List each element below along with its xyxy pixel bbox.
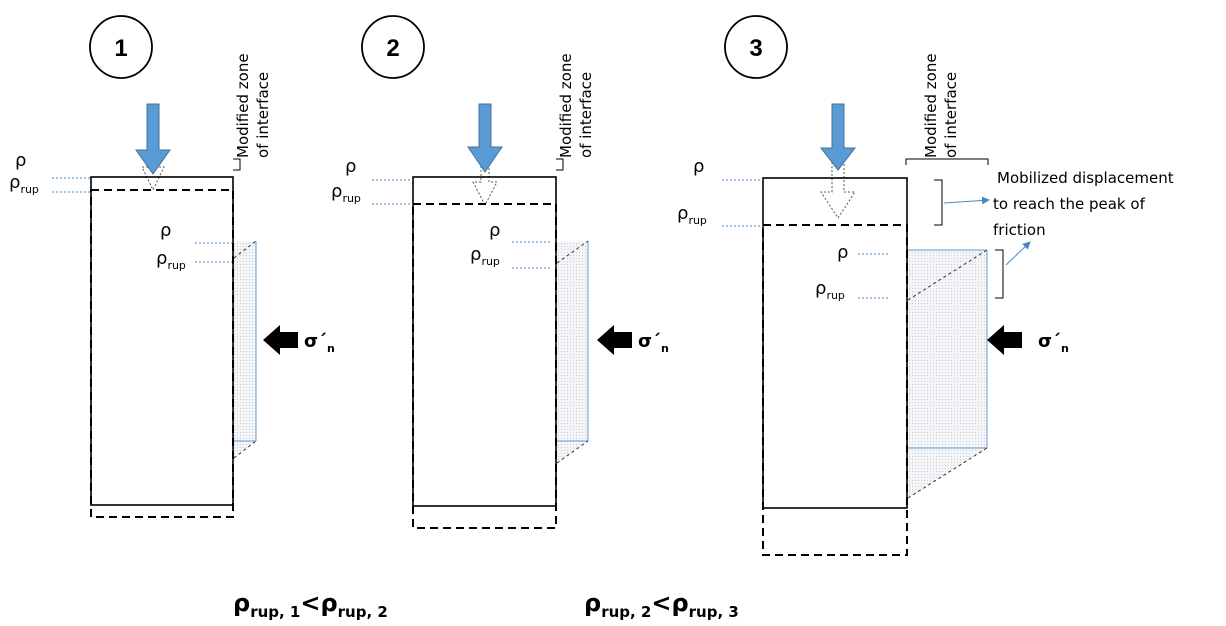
rho-rup-label: ρrup <box>331 181 361 205</box>
interface-rho-label: ρ <box>837 242 848 263</box>
comparison-1: ρrup, 1<ρrup, 2 <box>233 589 388 621</box>
interface-rho-rup-label: ρrup <box>470 244 500 268</box>
rho-rup-label: ρrup <box>9 172 39 196</box>
normal-stress-arrow <box>263 325 298 355</box>
pile-displaced <box>762 224 908 556</box>
modified-zone-label: Modified zone of interface <box>234 49 272 158</box>
panel-number-circle <box>89 15 153 79</box>
rho-label: ρ <box>345 156 356 177</box>
panel-number: 2 <box>386 35 399 62</box>
panel-1: 1 Modified zone of interface ρ ρrup ρ ρr… <box>9 15 335 518</box>
mobilized-bracket-lower <box>995 249 1004 299</box>
rho-label: ρ <box>693 156 704 177</box>
interface-rho-rup-label: ρrup <box>815 278 845 302</box>
load-arrow <box>467 103 503 173</box>
panel-2: 2 Modified zone of interface ρ ρrup ρ ρr… <box>331 15 669 529</box>
mobilized-bracket <box>934 179 943 226</box>
interface-zone <box>908 250 987 498</box>
sigma-label: σ´n <box>638 331 669 355</box>
pile-displaced <box>90 189 234 518</box>
panel-number-circle <box>724 15 788 79</box>
rho-rup-label: ρrup <box>677 203 707 227</box>
zone-bracket <box>556 158 564 171</box>
interface-zone <box>234 241 256 458</box>
panel-number-circle <box>361 15 425 79</box>
normal-stress-arrow <box>987 325 1022 355</box>
zone-bracket <box>233 158 241 171</box>
normal-stress-arrow <box>597 325 632 355</box>
mobilized-pointer-lower <box>1005 241 1031 266</box>
pile-initial <box>762 177 908 509</box>
mobilized-displacement-label: Mobilized displacement to reach the peak… <box>993 169 1178 239</box>
pile-displaced <box>412 203 557 529</box>
mobilized-pointer <box>943 196 990 205</box>
panel-number: 3 <box>749 35 762 62</box>
sigma-label: σ´n <box>304 331 335 355</box>
modified-zone-label: Modified zone of interface <box>557 49 595 158</box>
interface-zone <box>557 241 588 463</box>
pile-initial <box>412 176 557 507</box>
panel-3: 3 Modified zone of interface ρ ρrup ρ ρr… <box>677 15 1178 556</box>
interface-rho-rup-label: ρrup <box>156 248 186 272</box>
comparison-2: ρrup, 2<ρrup, 3 <box>584 589 739 621</box>
load-arrow <box>135 103 171 175</box>
panel-number: 1 <box>114 35 127 62</box>
interface-rho-label: ρ <box>160 220 171 241</box>
modified-zone-label: Modified zone of interface <box>922 49 960 158</box>
load-arrow <box>819 103 857 171</box>
zone-bracket <box>905 158 989 165</box>
rho-label: ρ <box>15 150 26 171</box>
sigma-label: σ´n <box>1038 331 1069 355</box>
hollow-arrow <box>820 151 856 219</box>
interface-rho-label: ρ <box>489 220 500 241</box>
